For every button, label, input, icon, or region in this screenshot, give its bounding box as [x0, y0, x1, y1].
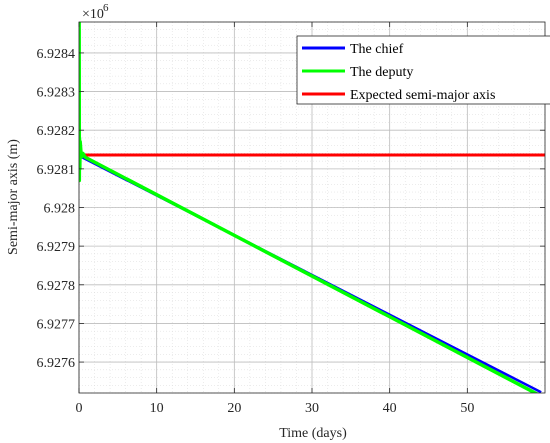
y-axis-title: Semi-major axis (m): [6, 139, 21, 255]
y-tick-label: 6.9276: [37, 356, 76, 371]
x-axis-title: Time (days): [279, 426, 347, 441]
x-tick-label: 20: [227, 401, 241, 416]
y-tick-label: 6.9278: [37, 279, 76, 294]
y-tick-label: 6.9277: [37, 317, 76, 332]
y-tick-label: 6.9281: [37, 163, 76, 178]
x-tick-label: 0: [76, 401, 83, 416]
y-multiplier: ×10 6: [82, 2, 109, 22]
y-tick-label: 6.928: [44, 202, 76, 217]
legend: The chief The deputy Expected semi-major…: [296, 35, 550, 105]
legend-label-deputy: The deputy: [350, 65, 413, 80]
legend-label-chief: The chief: [350, 42, 404, 57]
y-tick-label: 6.9284: [37, 47, 76, 62]
y-tick-label: 6.9282: [37, 124, 76, 139]
y-tick-label: 6.9283: [37, 86, 76, 101]
y-multiplier-exponent: 6: [103, 2, 109, 14]
x-tick-label: 50: [460, 401, 474, 416]
ticks: 0 10 20 30 40 50 6.9276 6.9277 6.9278 6.9279 6.928…: [37, 22, 545, 416]
x-tick-label: 40: [383, 401, 397, 416]
legend-label-expected: Expected semi-major axis: [350, 88, 495, 103]
x-tick-label: 30: [305, 401, 319, 416]
x-tick-label: 10: [150, 401, 164, 416]
y-tick-label: 6.9279: [37, 240, 76, 255]
y-multiplier-base: ×10: [82, 7, 104, 22]
